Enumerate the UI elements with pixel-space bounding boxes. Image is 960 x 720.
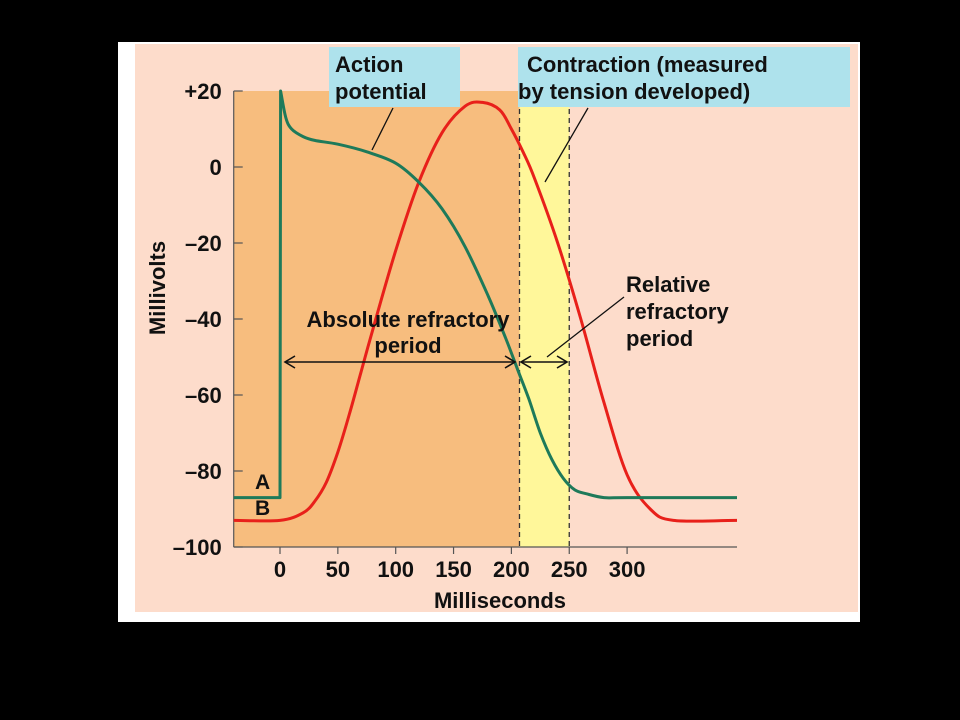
x-tick-label: 200 [493, 557, 530, 582]
y-tick-label: –80 [185, 459, 222, 484]
relative-refractory-label-line-2: refractory [626, 299, 729, 324]
contraction-callout-box [518, 47, 850, 107]
contraction-leader-line [544, 107, 589, 183]
contraction-curve [233, 100, 738, 523]
x-tick-label: 0 [274, 557, 286, 582]
series-label-b: B [255, 497, 270, 520]
x-tick-label: 150 [435, 557, 472, 582]
absolute-refractory-label-line-2: period [374, 333, 441, 358]
y-tick-label: –40 [185, 307, 222, 332]
relative-refractory-region [519, 91, 570, 547]
contraction-label-line-1: Contraction (measured [527, 52, 768, 77]
y-axis-label: Millivolts [145, 241, 170, 335]
y-tick-label: –60 [185, 383, 222, 408]
relative-refractory-leader-line [546, 296, 625, 358]
absolute-refractory-arrow [283, 355, 517, 369]
contraction-label-line-2: by tension developed) [518, 79, 750, 104]
action-potential-leader-line [371, 107, 394, 151]
y-tick-label: +20 [184, 79, 221, 104]
absolute-refractory-label-line-1: Absolute refractory [307, 307, 511, 332]
action-potential-label-line-2: potential [335, 79, 427, 104]
relative-refractory-label-line-1: Relative [626, 272, 710, 297]
relative-refractory-arrow [519, 355, 569, 369]
action-potential-callout-box [329, 47, 460, 107]
x-tick-label: 50 [326, 557, 350, 582]
x-axis-label: Milliseconds [434, 588, 566, 613]
action-potential-label-line-1: Action [335, 52, 403, 77]
series-label-a: A [255, 471, 270, 494]
x-tick-label: 300 [609, 557, 646, 582]
action-potential-curve [233, 89, 737, 500]
relative-refractory-label-line-3: period [626, 326, 693, 351]
x-tick-label: 100 [377, 557, 414, 582]
y-tick-label: –20 [185, 231, 222, 256]
x-tick-label: 250 [551, 557, 588, 582]
y-tick-label: 0 [209, 155, 221, 180]
y-tick-label: –100 [173, 535, 222, 560]
